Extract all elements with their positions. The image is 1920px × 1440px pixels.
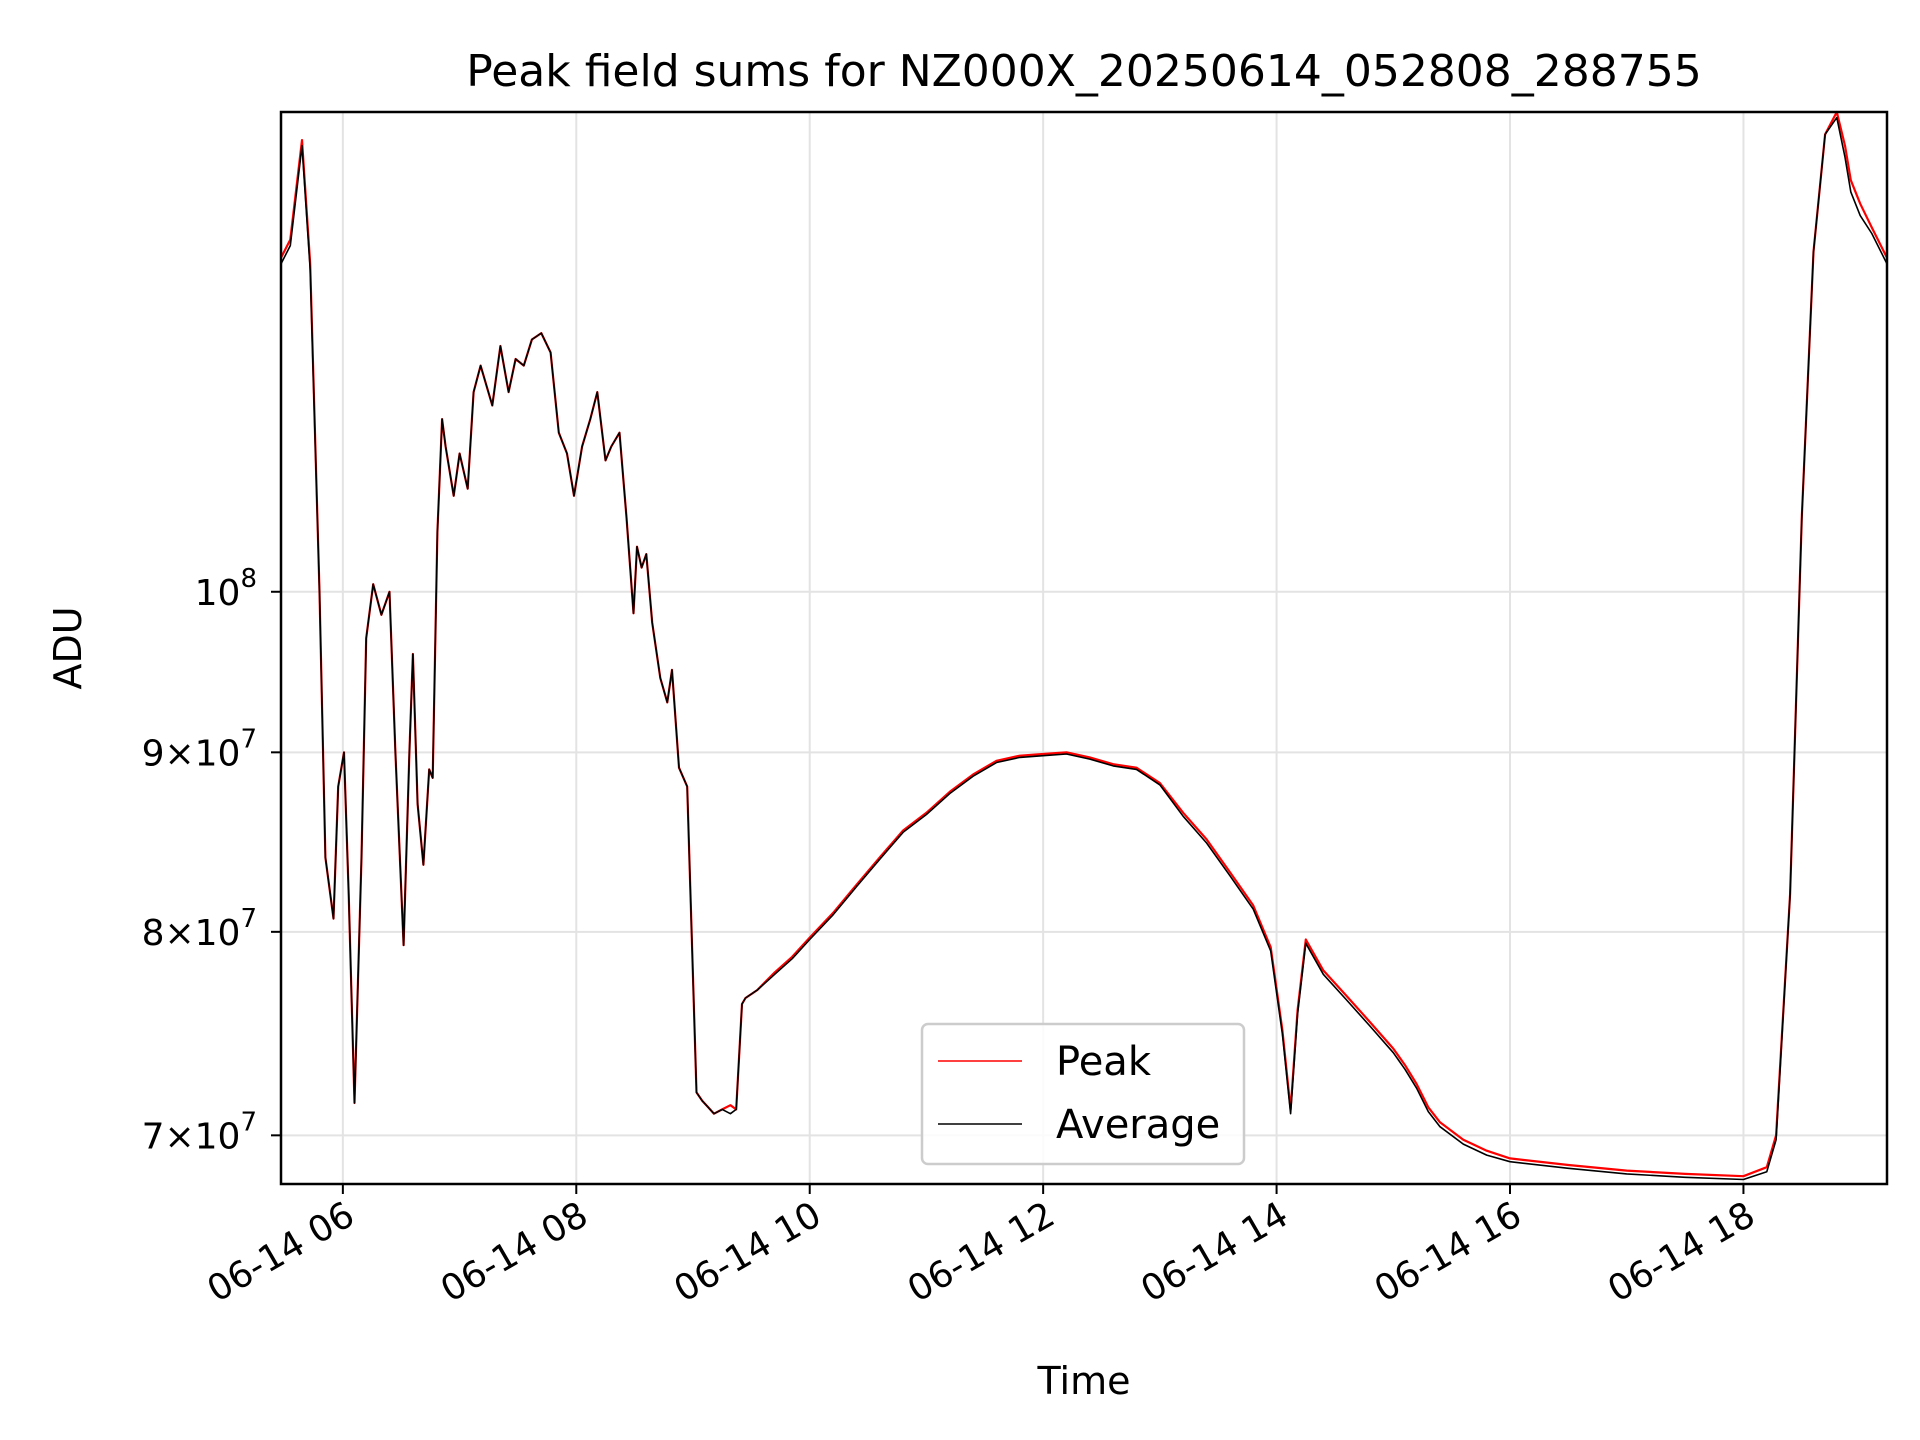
series-lines [280, 110, 1888, 1181]
legend: Peak Average [920, 1022, 1246, 1166]
x-tick-label: 06-14 10 [668, 1194, 829, 1310]
axis-ticks: 06-14 06 06-14 08 06-14 10 06-14 12 06-14 14… [142, 564, 1762, 1311]
y-tick-exponent: 8 [240, 564, 257, 594]
y-axis-label: ADU [46, 606, 90, 689]
x-tick-label: 06-14 16 [1368, 1194, 1529, 1310]
y-tick-label: 9×107 [142, 724, 257, 774]
y-tick-mantissa: 9 [142, 733, 165, 774]
grid [281, 112, 1887, 1184]
y-tick-exponent: 7 [240, 724, 257, 754]
x-axis-label: Time [1037, 1359, 1131, 1403]
y-tick-mantissa: 8 [142, 913, 165, 954]
y-tick-times: × [164, 1116, 194, 1157]
y-tick-times: × [164, 913, 194, 954]
legend-label-peak: Peak [1056, 1039, 1152, 1085]
y-tick-base: 10 [195, 913, 241, 954]
x-tick-label: 06-14 08 [434, 1194, 595, 1310]
legend-box [920, 1022, 1246, 1166]
y-tick-label: 8×107 [142, 904, 257, 954]
y-tick-label: 108 [195, 564, 257, 614]
series-line-average [280, 116, 1888, 1181]
x-tick-label: 06-14 12 [901, 1194, 1062, 1310]
x-tick-label: 06-14 18 [1601, 1194, 1762, 1310]
y-tick-exponent: 7 [240, 1107, 257, 1137]
x-tick-label: 06-14 06 [201, 1194, 362, 1310]
y-tick-times: × [164, 733, 194, 774]
y-tick-mantissa: 7 [142, 1116, 165, 1157]
chart-title: Peak field sums for NZ000X_20250614_0528… [466, 46, 1702, 97]
y-tick-base: 10 [195, 1116, 241, 1157]
series-line-peak [280, 110, 1888, 1178]
x-tick-label: 06-14 14 [1134, 1194, 1295, 1310]
legend-label-average: Average [1056, 1102, 1220, 1148]
y-tick-label: 7×107 [142, 1107, 257, 1157]
y-tick-exponent: 7 [240, 904, 257, 934]
y-tick-base: 10 [195, 733, 241, 774]
plot-frame [279, 110, 1889, 1186]
y-tick-base: 10 [195, 573, 241, 614]
